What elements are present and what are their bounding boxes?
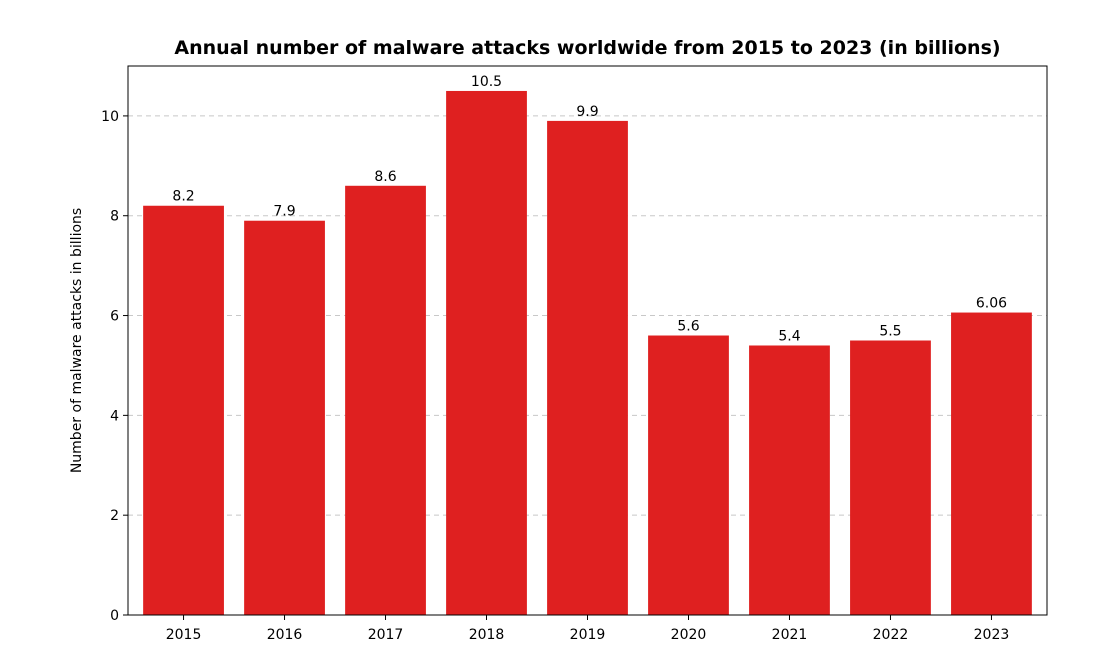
y-tick-label-6: 6 <box>110 309 119 325</box>
y-tick-label-8: 8 <box>110 209 119 225</box>
bar-2020 <box>648 335 729 615</box>
x-tick-label-2023: 2023 <box>974 627 1010 643</box>
bars-layer <box>143 90 1032 616</box>
value-label-2017: 8.6 <box>374 169 396 185</box>
y-tick-label-0: 0 <box>110 608 119 624</box>
x-tick-label-2017: 2017 <box>368 627 404 643</box>
value-label-2015: 8.2 <box>172 189 194 205</box>
bar-2018 <box>446 90 527 616</box>
bar-2021 <box>749 345 830 615</box>
value-label-2019: 9.9 <box>576 104 598 120</box>
x-tick-label-2016: 2016 <box>267 627 303 643</box>
x-axis: 2015 2016 2017 2018 2019 2020 2021 2022 2023 <box>166 615 1010 643</box>
plot-frame <box>127 65 1048 616</box>
chart-title: Annual number of malware attacks worldwi… <box>174 37 1000 59</box>
y-axis-label: Number of malware attacks in billions <box>69 208 85 473</box>
x-tick-label-2020: 2020 <box>671 627 707 643</box>
y-axis: 0 2 4 6 8 10 <box>101 109 128 624</box>
value-label-2022: 5.5 <box>879 324 901 340</box>
value-label-2018: 10.5 <box>471 74 502 90</box>
x-tick-label-2015: 2015 <box>166 627 202 643</box>
bar-2016 <box>244 220 325 615</box>
x-tick-label-2019: 2019 <box>570 627 606 643</box>
bar-2017 <box>345 185 426 616</box>
bar-2023 <box>951 312 1032 615</box>
value-label-2021: 5.4 <box>778 328 800 344</box>
bar-2015 <box>143 205 224 615</box>
value-labels-layer: 8.2 7.9 8.6 10.5 9.9 5.6 5.4 5.5 6.06 <box>172 74 1007 345</box>
bar-2019 <box>547 120 628 616</box>
y-tick-label-4: 4 <box>110 408 119 424</box>
x-tick-label-2021: 2021 <box>772 627 808 643</box>
y-tick-label-10: 10 <box>101 109 119 125</box>
value-label-2016: 7.9 <box>273 204 295 220</box>
x-tick-label-2018: 2018 <box>469 627 505 643</box>
x-tick-label-2022: 2022 <box>873 627 909 643</box>
value-label-2023: 6.06 <box>976 296 1007 312</box>
bar-2022 <box>850 340 931 615</box>
y-tick-label-2: 2 <box>110 508 119 524</box>
value-label-2020: 5.6 <box>677 319 699 335</box>
